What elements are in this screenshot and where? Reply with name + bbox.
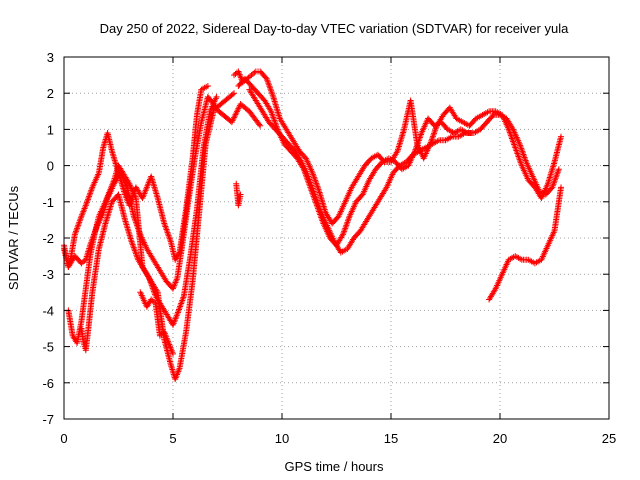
y-tick-label: 2 xyxy=(47,86,54,101)
y-tick-label: -2 xyxy=(42,231,54,246)
y-tick-label: 3 xyxy=(47,50,54,65)
y-axis-label: SDTVAR / TECUs xyxy=(6,185,21,290)
series-track-10 xyxy=(233,180,244,209)
x-tick-label: 0 xyxy=(60,431,67,446)
y-tick-label: -3 xyxy=(42,267,54,282)
data-point xyxy=(468,130,475,137)
data-point xyxy=(555,166,562,173)
data-point xyxy=(489,113,496,120)
data-point xyxy=(558,184,565,191)
y-tick-label: -1 xyxy=(42,195,54,210)
y-tick-label: 1 xyxy=(47,122,54,137)
y-tick-label: -5 xyxy=(42,340,54,355)
series-track-2 xyxy=(61,90,238,292)
series-track-9 xyxy=(486,184,565,303)
chart-title: Day 250 of 2022, Sidereal Day-to-day VTE… xyxy=(100,21,569,36)
data-point xyxy=(231,90,238,97)
data-points xyxy=(61,68,565,383)
series-track-8 xyxy=(246,86,475,256)
x-tick-labels: 0 5 10 15 20 25 xyxy=(60,431,616,446)
data-point xyxy=(204,82,211,89)
y-tick-label: -7 xyxy=(42,412,54,427)
data-point xyxy=(257,122,264,129)
y-tick-labels: -7 -6 -5 -4 -3 -2 -1 0 1 2 3 xyxy=(42,50,54,427)
data-point xyxy=(256,121,263,128)
x-axis-label: GPS time / hours xyxy=(285,459,384,474)
y-tick-label: -6 xyxy=(42,376,54,391)
data-point xyxy=(251,69,258,76)
data-point xyxy=(229,91,236,98)
x-tick-label: 10 xyxy=(275,431,289,446)
data-point xyxy=(237,191,244,198)
grid-lines xyxy=(64,57,609,419)
series-track-4 xyxy=(78,101,264,383)
y-tick-label: 0 xyxy=(47,159,54,174)
series-track-5 xyxy=(137,289,176,357)
data-point xyxy=(558,133,565,140)
data-point xyxy=(213,93,220,100)
series-track-7 xyxy=(235,75,562,249)
x-tick-label: 5 xyxy=(169,431,176,446)
series-track-1 xyxy=(61,82,211,270)
x-tick-label: 25 xyxy=(602,431,616,446)
axis-ticks xyxy=(63,56,610,420)
y-tick-label: -4 xyxy=(42,303,54,318)
x-tick-label: 15 xyxy=(384,431,398,446)
x-tick-label: 20 xyxy=(493,431,507,446)
series-track-6 xyxy=(231,68,565,227)
data-point xyxy=(170,350,176,357)
